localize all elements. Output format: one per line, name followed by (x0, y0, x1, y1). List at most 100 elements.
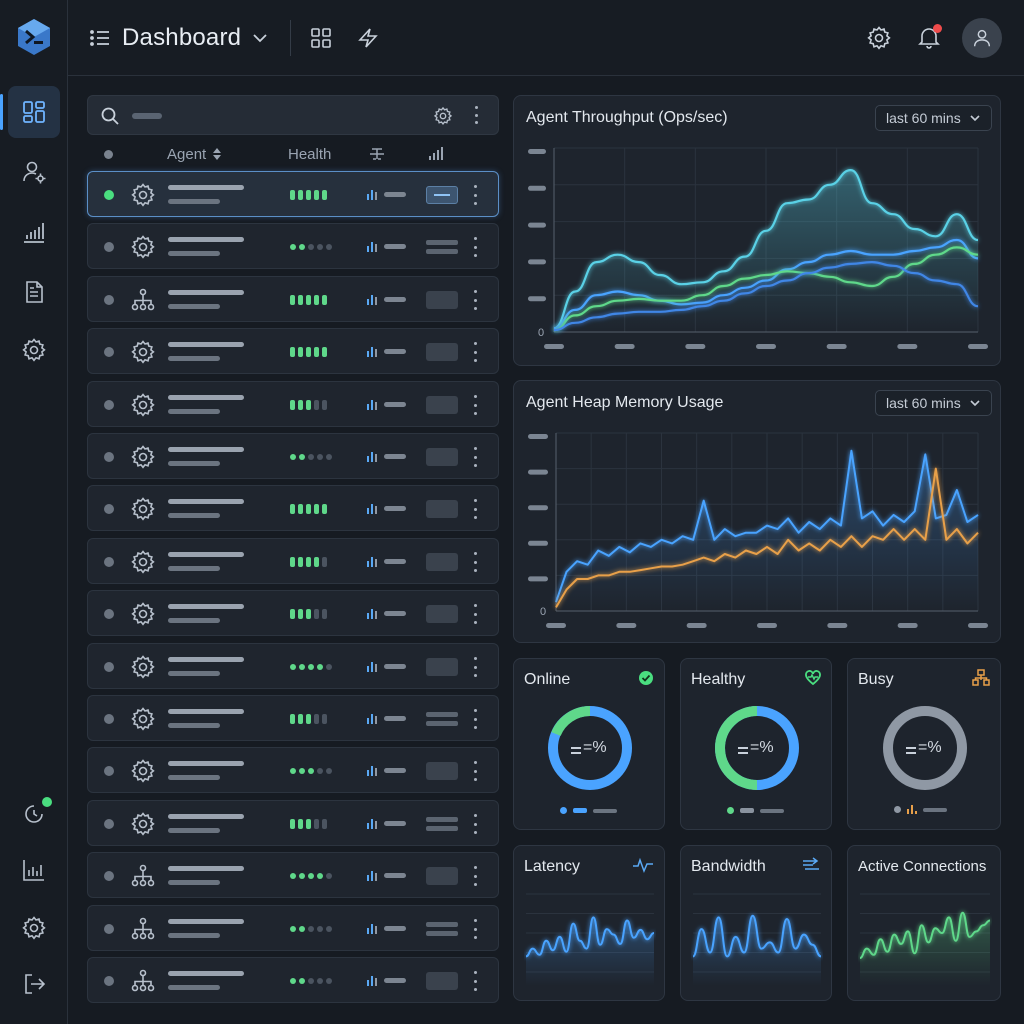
agent-subtitle-placeholder (168, 671, 220, 676)
throughput-range-dropdown[interactable]: last 60 mins (875, 105, 992, 131)
health-indicator (290, 556, 327, 568)
column-header-hierarchy-icon[interactable] (368, 144, 386, 164)
nav-dashboard[interactable] (0, 86, 60, 138)
agent-tag[interactable] (426, 291, 458, 309)
row-more-options-icon[interactable] (472, 761, 478, 781)
y-tick-label (528, 222, 546, 228)
agent-row[interactable] (87, 590, 499, 636)
nav-settings[interactable] (8, 324, 60, 376)
latency-card[interactable]: Latency (513, 845, 665, 1001)
agent-row[interactable] (87, 538, 499, 584)
row-more-options-icon[interactable] (472, 342, 478, 362)
agent-row[interactable] (87, 328, 499, 374)
nav-analytics[interactable] (8, 206, 60, 258)
mini-bar-chart-icon (366, 344, 380, 358)
agent-tag[interactable] (426, 448, 458, 466)
agent-row[interactable] (87, 276, 499, 322)
nav-system-settings[interactable] (8, 902, 60, 954)
row-more-options-icon[interactable] (472, 395, 478, 415)
agent-tag[interactable] (426, 710, 458, 728)
nav-activity-status[interactable] (8, 788, 60, 840)
menu-list-icon[interactable] (88, 26, 112, 50)
row-more-options-icon[interactable] (472, 499, 478, 519)
bandwidth-sparkline (692, 893, 822, 986)
agent-tag[interactable] (426, 605, 458, 623)
lightning-icon[interactable] (356, 26, 380, 50)
busy-card[interactable]: Busy =% (847, 658, 1001, 830)
online-card[interactable]: Online =% (513, 658, 665, 830)
agent-search-bar[interactable] (87, 95, 499, 135)
nav-reports[interactable] (8, 844, 60, 896)
agent-row[interactable] (87, 223, 499, 269)
x-tick-label (897, 623, 918, 628)
metric-placeholder (384, 611, 406, 616)
row-more-options-icon[interactable] (472, 237, 478, 257)
mini-bar-chart-icon (366, 973, 380, 987)
agent-tag[interactable] (426, 972, 458, 990)
row-more-options-icon[interactable] (472, 604, 478, 624)
row-more-options-icon[interactable] (472, 709, 478, 729)
agent-tag[interactable] (426, 186, 458, 204)
agent-tag[interactable] (426, 238, 458, 256)
agent-tag[interactable] (426, 343, 458, 361)
agent-tag[interactable] (426, 920, 458, 938)
column-header-health[interactable]: Health (288, 145, 332, 163)
heap-title: Agent Heap Memory Usage (526, 394, 724, 411)
agent-row[interactable] (87, 747, 499, 793)
settings-gear-icon[interactable] (866, 25, 892, 51)
side-navigation (0, 0, 68, 1024)
agent-tag[interactable] (426, 500, 458, 518)
latency-title: Latency (524, 858, 581, 875)
row-more-options-icon[interactable] (472, 447, 478, 467)
y-tick-zero: 0 (538, 327, 544, 339)
agent-row[interactable] (87, 852, 499, 898)
layout-grid-icon[interactable] (310, 27, 332, 49)
row-more-options-icon[interactable] (472, 290, 478, 310)
agent-row[interactable] (87, 957, 499, 1003)
agent-name-placeholder (168, 395, 244, 400)
row-more-options-icon[interactable] (472, 919, 478, 939)
agent-tag[interactable] (426, 815, 458, 833)
column-header-signal-icon[interactable] (428, 144, 444, 164)
row-more-options-icon[interactable] (472, 814, 478, 834)
column-header-agent[interactable]: Agent (167, 144, 222, 164)
row-more-options-icon[interactable] (472, 971, 478, 991)
health-indicator (290, 818, 327, 830)
healthy-card[interactable]: Healthy =% (680, 658, 832, 830)
agent-row[interactable] (87, 800, 499, 846)
app-logo-icon[interactable] (16, 18, 52, 56)
row-more-options-icon[interactable] (472, 185, 478, 205)
series-line-1 (553, 168, 979, 330)
row-more-options-icon[interactable] (472, 866, 478, 886)
search-more-icon[interactable] (473, 106, 479, 124)
agent-row[interactable] (87, 171, 499, 217)
agent-tag[interactable] (426, 658, 458, 676)
heap-range-dropdown[interactable]: last 60 mins (875, 390, 992, 416)
row-more-options-icon[interactable] (472, 552, 478, 572)
agent-row[interactable] (87, 695, 499, 741)
select-all-dot[interactable] (104, 144, 113, 164)
agent-tag[interactable] (426, 553, 458, 571)
agent-tag[interactable] (426, 396, 458, 414)
nav-logout[interactable] (8, 958, 60, 1010)
agent-row[interactable] (87, 485, 499, 531)
notification-bell-icon[interactable] (916, 24, 942, 50)
agent-row[interactable] (87, 381, 499, 427)
nav-documents[interactable] (8, 266, 60, 318)
agent-tag[interactable] (426, 867, 458, 885)
title-dropdown-chevron-icon[interactable] (250, 28, 270, 48)
status-offline-dot (104, 347, 114, 357)
agent-tag[interactable] (426, 762, 458, 780)
nav-agent-management[interactable] (8, 146, 60, 198)
y-tick-zero: 0 (540, 606, 546, 618)
active-connections-card[interactable]: Active Connections (847, 845, 1001, 1001)
agent-row[interactable] (87, 905, 499, 951)
agent-row[interactable] (87, 433, 499, 479)
row-more-options-icon[interactable] (472, 657, 478, 677)
filter-settings-icon[interactable] (433, 106, 453, 126)
user-avatar[interactable] (962, 18, 1002, 58)
network-hierarchy-icon (130, 916, 156, 942)
agent-subtitle-placeholder (168, 513, 220, 518)
agent-row[interactable] (87, 643, 499, 689)
bandwidth-card[interactable]: Bandwidth (680, 845, 832, 1001)
